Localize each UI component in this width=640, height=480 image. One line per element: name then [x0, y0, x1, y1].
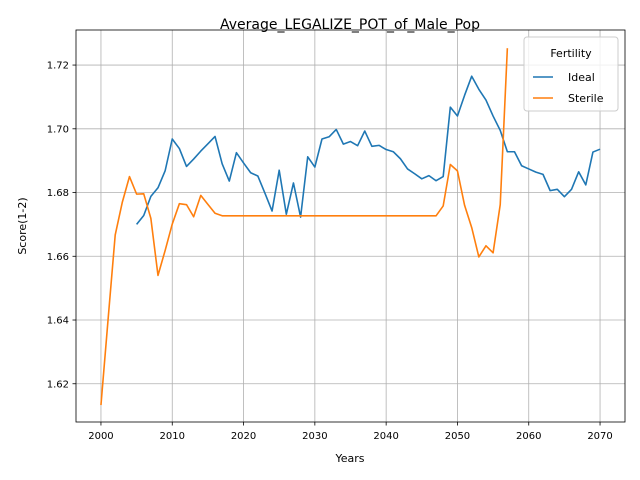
- y-tick-label: 1.62: [47, 379, 69, 390]
- x-tick-label: 2020: [231, 431, 256, 442]
- x-tick-label: 2060: [516, 431, 541, 442]
- x-tick-label: 2000: [88, 431, 113, 442]
- y-tick-label: 1.70: [47, 124, 69, 135]
- x-tick-label: 2030: [302, 431, 327, 442]
- legend-title: Fertility: [550, 47, 592, 60]
- x-tick-label: 2070: [587, 431, 612, 442]
- legend: Fertility Ideal Sterile: [524, 37, 618, 111]
- y-axis-label: Score(1-2): [16, 197, 29, 254]
- chart-title: Average_LEGALIZE_POT_of_Male_Pop: [220, 17, 480, 33]
- y-tick-label: 1.64: [47, 316, 69, 327]
- legend-label-sterile: Sterile: [568, 92, 604, 105]
- x-tick-label: 2050: [445, 431, 470, 442]
- legend-label-ideal: Ideal: [568, 71, 595, 84]
- x-tick-label: 2040: [373, 431, 398, 442]
- x-axis-label: Years: [334, 452, 364, 465]
- y-tick-label: 1.66: [47, 252, 69, 263]
- x-tick-label: 2010: [160, 431, 185, 442]
- y-tick-label: 1.72: [47, 61, 69, 72]
- y-tick-label: 1.68: [47, 188, 69, 199]
